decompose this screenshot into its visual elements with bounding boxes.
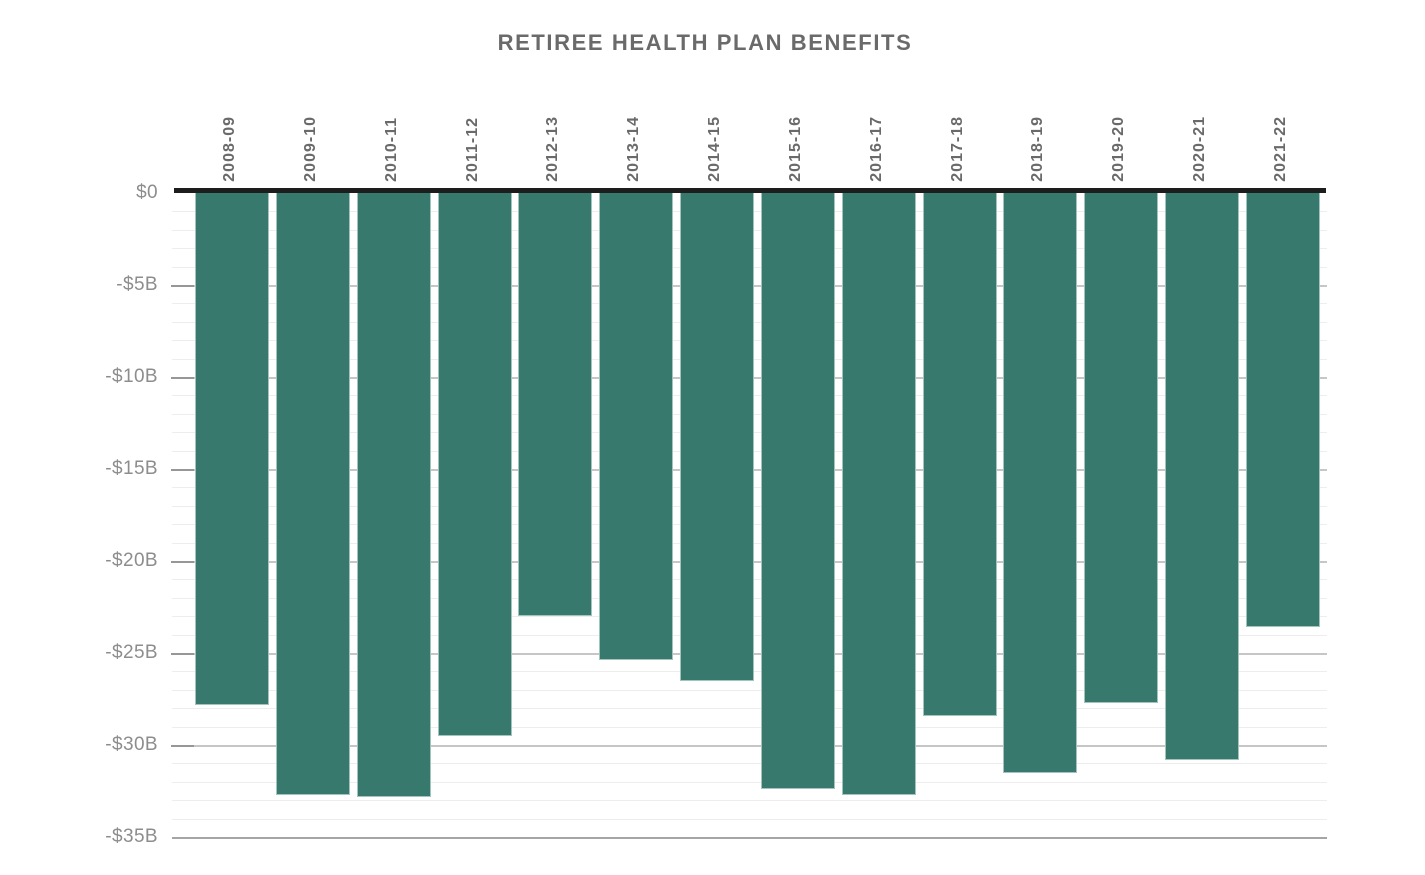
x-tick-label: 2018-19 [1029, 116, 1046, 182]
y-axis-tick [171, 285, 194, 287]
x-axis-labels: 2008-09 2009-10 2010-11 2011-12 2012-13 2013-… [172, 58, 1322, 182]
y-axis-tick [171, 561, 194, 563]
plot-area [171, 188, 1327, 839]
bar-2020-21 [1165, 193, 1239, 760]
y-tick-label: -$25B [105, 642, 158, 663]
y-tick-label: -$35B [105, 826, 158, 847]
x-tick-label: 2009-10 [302, 116, 319, 182]
bar-2012-13 [518, 193, 592, 616]
zero-axis-line [174, 188, 1326, 193]
y-tick-label: $0 [136, 182, 158, 203]
minor-gridline [172, 727, 1327, 728]
x-tick-label: 2014-15 [706, 116, 723, 182]
x-tick-label: 2017-18 [949, 116, 966, 182]
bar-2009-10 [276, 193, 350, 795]
y-tick-label: -$10B [105, 366, 158, 387]
x-tick-label: 2008-09 [221, 116, 238, 182]
x-tick-label: 2016-17 [868, 116, 885, 182]
bar-2018-19 [1003, 193, 1077, 773]
x-tick-label: 2021-22 [1272, 116, 1289, 182]
major-gridline [172, 837, 1327, 839]
minor-gridline [172, 782, 1327, 783]
y-axis-tick [171, 377, 194, 379]
minor-gridline [172, 819, 1327, 820]
x-tick-label: 2013-14 [625, 116, 642, 182]
chart-title: RETIREE HEALTH PLAN BENEFITS [497, 30, 913, 55]
bar-2017-18 [923, 193, 997, 716]
y-axis-labels: $0 -$5B -$10B -$15B -$20B -$25B -$30B -$35B [0, 182, 158, 847]
y-axis-tick [171, 469, 194, 471]
bar-2021-22 [1246, 193, 1320, 627]
y-tick-label: -$30B [105, 734, 158, 755]
bar-2011-12 [438, 193, 512, 736]
y-tick-label: -$5B [116, 274, 158, 295]
bar-2015-16 [761, 193, 835, 789]
bar-2013-14 [599, 193, 673, 660]
y-axis-tick [171, 653, 194, 655]
x-tick-label: 2019-20 [1110, 116, 1127, 182]
x-tick-label: 2012-13 [544, 116, 561, 182]
x-tick-label: 2015-16 [787, 116, 804, 182]
minor-gridline [172, 800, 1327, 801]
x-tick-label: 2020-21 [1191, 116, 1208, 182]
y-tick-label: -$20B [105, 550, 158, 571]
minor-gridline [172, 763, 1327, 764]
x-tick-label: 2011-12 [464, 117, 481, 182]
x-tick-label: 2010-11 [383, 117, 400, 182]
bar-2016-17 [842, 193, 916, 795]
y-tick-label: -$15B [105, 458, 158, 479]
major-gridline [172, 745, 1327, 747]
minor-gridline [172, 690, 1327, 691]
bar-2019-20 [1084, 193, 1158, 703]
minor-gridline [172, 708, 1327, 709]
y-axis-tick [171, 745, 194, 747]
bar-2010-11 [357, 193, 431, 797]
bar-2008-09 [195, 193, 269, 705]
bar-2014-15 [680, 193, 754, 681]
